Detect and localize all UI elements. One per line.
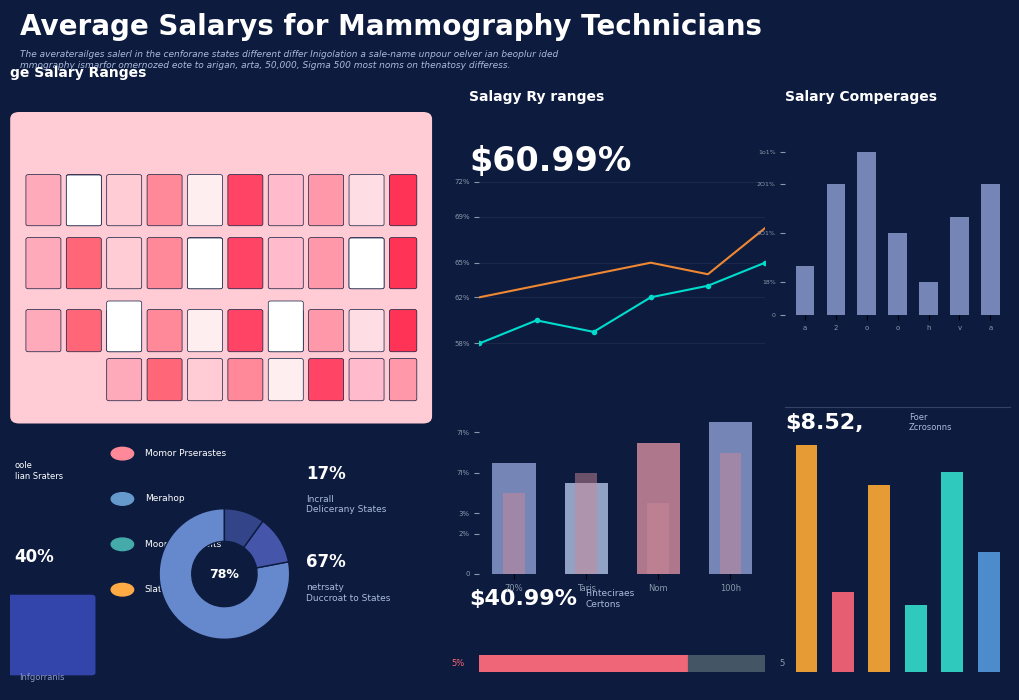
FancyBboxPatch shape bbox=[309, 309, 343, 351]
FancyBboxPatch shape bbox=[147, 309, 182, 351]
Bar bbox=[857, 152, 875, 315]
FancyBboxPatch shape bbox=[268, 309, 303, 351]
FancyBboxPatch shape bbox=[187, 309, 222, 351]
Bar bbox=[575, 473, 596, 574]
Text: Merahop: Merahop bbox=[145, 494, 184, 503]
Text: Average Salarys for Mammography Technicians: Average Salarys for Mammography Technici… bbox=[20, 13, 761, 41]
Text: Incrall
Delicerany States: Incrall Delicerany States bbox=[306, 495, 386, 514]
FancyBboxPatch shape bbox=[66, 238, 101, 288]
Text: $40.99%: $40.99% bbox=[469, 589, 577, 610]
Bar bbox=[825, 184, 844, 315]
FancyBboxPatch shape bbox=[147, 174, 182, 225]
FancyBboxPatch shape bbox=[10, 112, 432, 423]
Bar bbox=[888, 233, 906, 315]
Bar bbox=[795, 445, 816, 672]
Text: Slatas: Slatas bbox=[145, 585, 172, 594]
Text: ge Salary Ranges: ge Salary Ranges bbox=[10, 66, 147, 80]
Text: netrsaty
Duccroat to States: netrsaty Duccroat to States bbox=[306, 583, 390, 603]
FancyBboxPatch shape bbox=[227, 309, 263, 351]
FancyBboxPatch shape bbox=[348, 174, 384, 225]
Bar bbox=[492, 463, 535, 574]
Text: oole
lian Sraters: oole lian Sraters bbox=[14, 461, 63, 481]
FancyBboxPatch shape bbox=[309, 238, 343, 288]
FancyBboxPatch shape bbox=[227, 174, 263, 225]
FancyBboxPatch shape bbox=[309, 174, 343, 225]
Text: 67%: 67% bbox=[306, 553, 345, 571]
Text: Infgorranis: Infgorranis bbox=[19, 673, 64, 682]
Text: $60.99%: $60.99% bbox=[469, 145, 631, 178]
Bar bbox=[636, 442, 680, 574]
FancyBboxPatch shape bbox=[107, 238, 142, 288]
Bar bbox=[950, 217, 968, 315]
FancyBboxPatch shape bbox=[227, 358, 263, 400]
Bar bbox=[977, 552, 999, 672]
FancyBboxPatch shape bbox=[227, 238, 263, 288]
FancyBboxPatch shape bbox=[348, 309, 384, 351]
FancyBboxPatch shape bbox=[147, 358, 182, 400]
FancyBboxPatch shape bbox=[66, 175, 101, 225]
Circle shape bbox=[111, 538, 133, 551]
FancyBboxPatch shape bbox=[348, 238, 384, 288]
Bar bbox=[941, 472, 962, 672]
Wedge shape bbox=[224, 509, 263, 547]
Bar bbox=[904, 606, 926, 672]
FancyBboxPatch shape bbox=[348, 238, 384, 288]
Wedge shape bbox=[159, 509, 289, 639]
FancyBboxPatch shape bbox=[389, 309, 417, 351]
Text: 500%: 500% bbox=[779, 659, 802, 668]
Text: 78%: 78% bbox=[209, 568, 239, 580]
Text: Moomeron Ulolts: Moomeron Ulolts bbox=[145, 540, 221, 549]
Bar bbox=[647, 503, 668, 574]
FancyBboxPatch shape bbox=[187, 358, 222, 400]
Circle shape bbox=[111, 447, 133, 460]
FancyBboxPatch shape bbox=[66, 309, 101, 351]
FancyBboxPatch shape bbox=[66, 174, 101, 225]
Circle shape bbox=[111, 493, 133, 505]
FancyBboxPatch shape bbox=[465, 654, 779, 673]
FancyBboxPatch shape bbox=[107, 301, 142, 351]
Bar bbox=[867, 485, 890, 672]
Bar bbox=[708, 422, 751, 574]
Bar bbox=[718, 453, 741, 574]
FancyBboxPatch shape bbox=[268, 174, 303, 225]
Text: Salary Comperages: Salary Comperages bbox=[785, 90, 936, 104]
FancyBboxPatch shape bbox=[147, 238, 182, 288]
FancyBboxPatch shape bbox=[268, 358, 303, 400]
Circle shape bbox=[111, 583, 133, 596]
Bar bbox=[795, 266, 813, 315]
FancyBboxPatch shape bbox=[107, 174, 142, 225]
FancyBboxPatch shape bbox=[348, 358, 384, 400]
Text: 40%: 40% bbox=[14, 548, 54, 566]
FancyBboxPatch shape bbox=[25, 174, 61, 225]
FancyBboxPatch shape bbox=[107, 358, 142, 400]
FancyBboxPatch shape bbox=[187, 238, 222, 288]
Text: Finteciraes
Certons: Finteciraes Certons bbox=[585, 589, 634, 609]
FancyBboxPatch shape bbox=[187, 174, 222, 225]
Bar bbox=[564, 483, 607, 574]
Text: Momor Prserastes: Momor Prserastes bbox=[145, 449, 226, 458]
Text: 5%: 5% bbox=[451, 659, 465, 668]
FancyBboxPatch shape bbox=[465, 654, 687, 673]
FancyBboxPatch shape bbox=[25, 238, 61, 288]
FancyBboxPatch shape bbox=[389, 238, 417, 288]
Bar bbox=[980, 184, 999, 315]
Text: Salagy Ry ranges: Salagy Ry ranges bbox=[469, 90, 604, 104]
Text: $8.52,: $8.52, bbox=[785, 413, 863, 433]
FancyBboxPatch shape bbox=[268, 238, 303, 288]
FancyBboxPatch shape bbox=[25, 309, 61, 351]
FancyBboxPatch shape bbox=[187, 238, 222, 288]
FancyBboxPatch shape bbox=[268, 301, 303, 351]
FancyBboxPatch shape bbox=[389, 174, 417, 225]
FancyBboxPatch shape bbox=[6, 595, 96, 676]
FancyBboxPatch shape bbox=[389, 358, 417, 400]
FancyBboxPatch shape bbox=[107, 309, 142, 351]
FancyBboxPatch shape bbox=[309, 358, 343, 400]
Wedge shape bbox=[244, 522, 288, 568]
Text: Foer
Zcrosonns: Foer Zcrosonns bbox=[908, 413, 952, 433]
Bar bbox=[832, 592, 853, 672]
Bar bbox=[918, 282, 936, 315]
Text: The averaterailges salerl in the cenforane states different differ Inigolation a: The averaterailges salerl in the cenfora… bbox=[20, 50, 558, 70]
Text: 17%: 17% bbox=[306, 465, 345, 483]
Bar bbox=[502, 493, 525, 574]
